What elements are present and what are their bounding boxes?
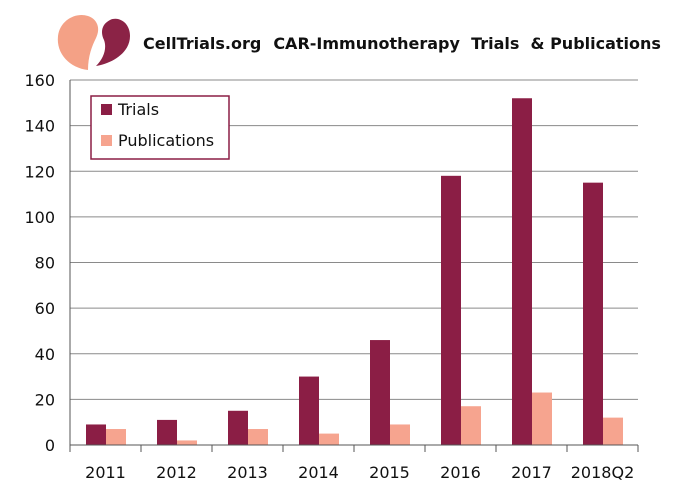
y-tick-label: 60	[35, 299, 55, 318]
x-tick-label: 2016	[440, 463, 481, 482]
legend-label: Trials	[117, 100, 159, 119]
bar-publications	[532, 392, 552, 445]
bar-trials	[86, 424, 106, 445]
x-tick-label: 2011	[85, 463, 126, 482]
x-tick-label: 2018Q2	[571, 463, 635, 482]
legend-label: Publications	[118, 131, 214, 150]
x-tick-label: 2013	[227, 463, 268, 482]
y-tick-label: 0	[45, 436, 55, 455]
y-tick-label: 140	[24, 117, 55, 136]
logo-right-drop	[96, 18, 130, 66]
legend-swatch	[101, 104, 112, 115]
chart-title-text: CAR-Immunotherapy Trials & Publications	[273, 34, 661, 53]
bar-publications	[461, 406, 481, 445]
logo-left-drop	[57, 14, 99, 70]
bar-publications	[603, 417, 623, 445]
bar-trials	[157, 419, 177, 445]
legend-box	[90, 95, 230, 160]
bar-publications	[319, 433, 339, 445]
bar-publications	[390, 424, 410, 445]
x-tick-label: 2014	[298, 463, 339, 482]
bar-trials	[228, 410, 248, 445]
y-tick-label: 160	[24, 71, 55, 90]
y-tick-label: 120	[24, 162, 55, 181]
x-tick-label: 2015	[369, 463, 410, 482]
axes: 0 20 40 60 80 100 120 140 160 2011 2012 2013 2014 201…	[24, 71, 639, 482]
bar-trials	[299, 376, 319, 445]
bar-trials	[441, 175, 461, 445]
bar-publications	[106, 429, 126, 445]
bar-trials	[370, 340, 390, 445]
x-tick-label: 2012	[156, 463, 197, 482]
bar-publications	[248, 429, 268, 445]
y-tick-label: 80	[35, 254, 55, 273]
bars	[86, 98, 623, 445]
bar-trials	[512, 98, 532, 445]
bar-publications	[177, 440, 197, 445]
chart-title: CellTrials.org CAR-Immunotherapy Trials &…	[143, 34, 661, 53]
x-tick-label: 2017	[511, 463, 552, 482]
y-tick-label: 20	[35, 390, 55, 409]
bar-trials	[583, 182, 603, 445]
y-tick-label: 40	[35, 345, 55, 364]
y-tick-label: 100	[24, 208, 55, 227]
site-name: CellTrials.org	[143, 34, 262, 53]
legend: Trials Publications	[90, 95, 230, 160]
celltrials-logo	[57, 14, 130, 70]
legend-swatch	[101, 135, 112, 146]
